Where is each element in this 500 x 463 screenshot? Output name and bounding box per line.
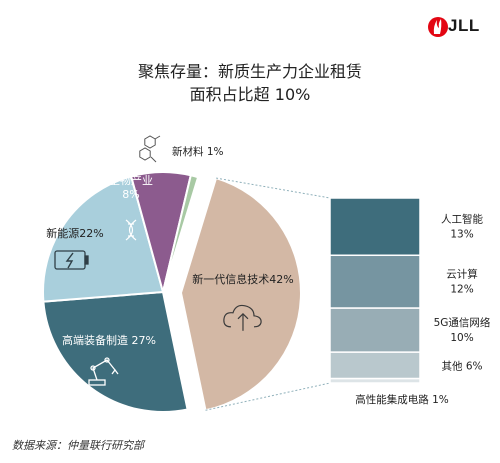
jll-logo (428, 17, 448, 37)
connector-line-top (215, 177, 331, 199)
jll-flame-icon (428, 17, 448, 37)
chart-title-line-2: 面积占比超 10% (189, 85, 311, 104)
cloud-upload-icon (223, 304, 262, 331)
breakdown-label-g5: 5G通信网络 (434, 316, 491, 329)
pie-slice-it (179, 176, 302, 412)
source-note: 数据来源：仲量联行研究部 (12, 439, 144, 452)
battery-charge-icon (54, 250, 89, 270)
logo-text: JLL (448, 16, 480, 35)
breakdown-label-ai: 人工智能 (441, 213, 483, 226)
slice-label-high-end-equipment: 高端装备制造 27% (62, 333, 156, 347)
bar-segment-ai (329, 197, 421, 257)
slice-value-bio: 8% (122, 188, 139, 201)
pie-slice-new_energy (42, 175, 165, 303)
breakdown-value-g5: 10% (450, 332, 473, 344)
bar-segment-cloud (329, 254, 421, 309)
slice-label-new-materials: 新材料 1% (172, 145, 224, 158)
chart-title-line-1: 聚焦存量：新质生产力企业租赁 (137, 62, 362, 81)
breakdown-label-other: 其他 6% (442, 359, 483, 372)
breakdown-label-cloud: 云计算 (446, 268, 478, 281)
breakdown-value-cloud: 12% (450, 284, 473, 296)
robot-arm-icon (88, 357, 119, 386)
breakdown-value-ai: 13% (450, 229, 473, 241)
bar-segment-ic (329, 377, 421, 384)
slice-label-it: 新一代信息技术42% (192, 272, 293, 286)
slice-label-bio: 生物产业 (109, 173, 153, 187)
dna-icon (125, 219, 137, 241)
slice-label-new-energy: 新能源22% (46, 226, 103, 240)
pie-slice-high_end_equipment (42, 290, 189, 413)
pie-slice-new_materials (162, 174, 200, 293)
connector-line-bottom (205, 382, 331, 411)
bar-segment-g5 (329, 307, 421, 353)
bar-segment-other (329, 351, 421, 380)
molecule-icon (139, 135, 161, 163)
breakdown-label-ic: 高性能集成电路 1% (355, 393, 449, 406)
